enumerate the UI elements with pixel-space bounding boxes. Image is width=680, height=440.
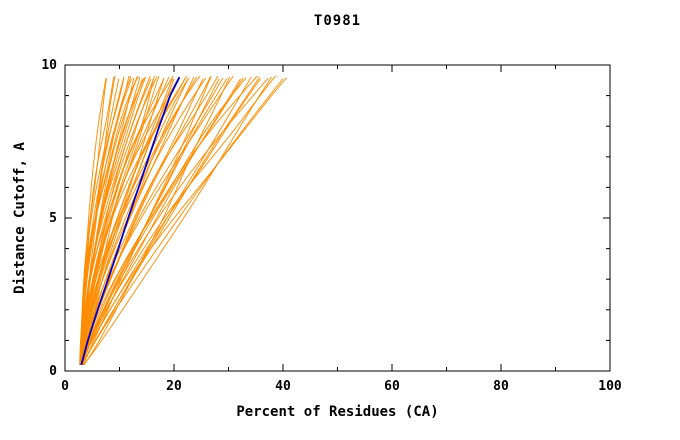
model-curve — [80, 78, 241, 366]
plot-title: T0981 — [313, 13, 362, 29]
model-curve — [80, 75, 132, 365]
model-curve — [82, 75, 258, 365]
model-curve — [80, 78, 189, 365]
model-curve — [81, 76, 261, 366]
x-tick-label: 0 — [61, 379, 69, 394]
x-tick-label: 80 — [493, 379, 509, 394]
y-tick-label: 10 — [41, 58, 57, 73]
model-curve — [80, 77, 244, 366]
model-curve — [80, 75, 276, 366]
model-curve — [80, 75, 219, 365]
x-axis-label: Percent of Residues (CA) — [236, 404, 439, 420]
x-tick-label: 60 — [384, 379, 400, 394]
model-curve — [83, 76, 273, 366]
x-tick-label: 20 — [166, 379, 182, 394]
model-curve — [83, 75, 201, 365]
model-curve — [80, 77, 186, 365]
x-tick-label: 40 — [275, 379, 291, 394]
x-tick-label: 100 — [598, 379, 622, 394]
y-tick-label: 0 — [49, 364, 57, 379]
plot-frame — [64, 64, 611, 372]
model-curve — [82, 76, 195, 365]
model-curve — [80, 75, 156, 365]
model-curve — [80, 77, 287, 366]
highlight-curve — [80, 76, 181, 366]
model-curve — [81, 78, 284, 366]
model-curve — [81, 76, 141, 365]
y-tick-label: 5 — [49, 211, 57, 226]
